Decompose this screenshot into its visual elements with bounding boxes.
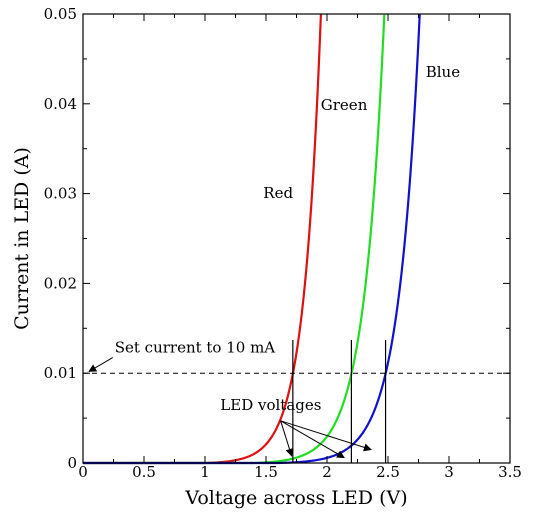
overlay-layer: Set current to 10 mA Red Green Blue LED volt… [83,63,510,463]
x-tick-label: 1 [200,463,210,481]
axes-layer: 0 0.5 1 1.5 2 2.5 3 3.5 0 0.01 0.02 0.03 0.04 0.05 [44,5,522,481]
y-tick-label: 0 [67,454,77,472]
led-voltage-arrow [280,420,372,452]
x-axis-title: Voltage across LED (V) [184,487,407,509]
x-tick-label: 3 [444,463,454,481]
y-tick-label: 0.04 [44,95,77,113]
annotation-led-voltages: LED voltages [220,396,321,414]
annotation-green: Green [321,96,368,114]
y-tick-label: 0.01 [44,364,77,382]
reference-line-label: Set current to 10 mA [115,339,276,357]
led-voltage-arrow [280,420,345,459]
annotation-red: Red [263,184,293,202]
x-tick-label: 1.5 [254,463,278,481]
y-tick-label: 0.02 [44,274,77,292]
led-voltage-arrow [280,420,294,457]
x-tick-label: 2.5 [376,463,400,481]
x-tick-label: 3.5 [498,463,522,481]
y-axis-title: Current in LED (A) [11,147,33,330]
y-tick-label: 0.05 [44,5,77,23]
x-tick-label: 2 [322,463,332,481]
x-tick-label: 0 [78,463,88,481]
annotation-blue: Blue [426,63,460,81]
y-tick-label: 0.03 [44,185,77,203]
x-tick-label: 0.5 [132,463,156,481]
reference-line-arrow [88,357,113,372]
